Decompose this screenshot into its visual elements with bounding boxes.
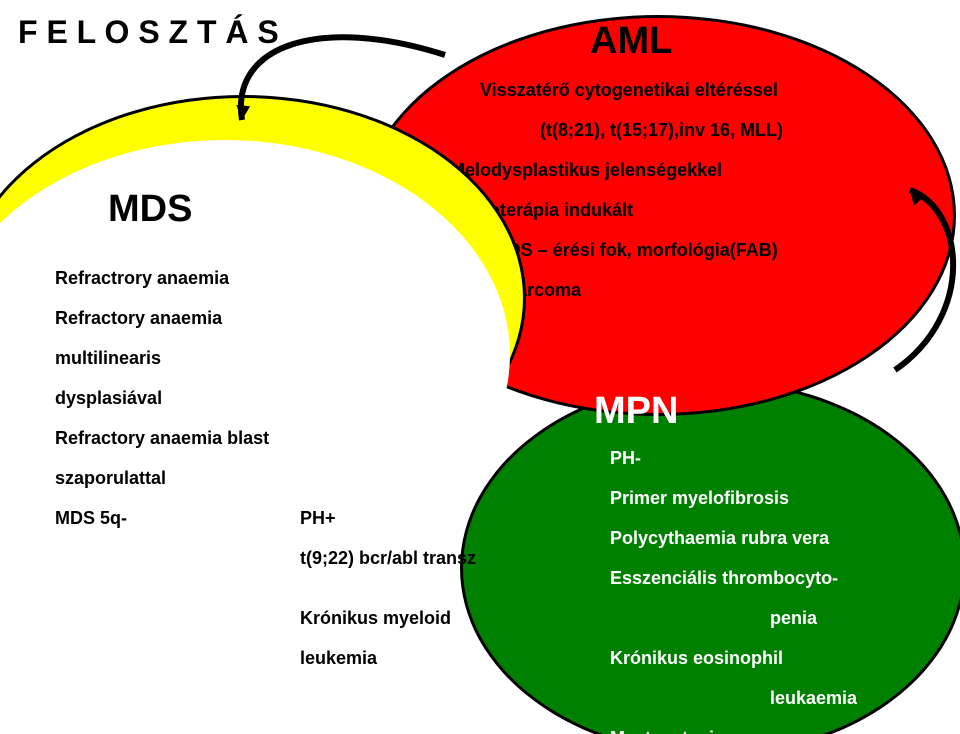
mds-lines-item: MDS 5q-: [55, 508, 127, 529]
ellipse-mpn: [460, 380, 960, 734]
mds-lines-item: multilinearis: [55, 348, 161, 369]
diagram-stage: { "title": { "text": "F E L O S Z T Á S"…: [0, 0, 960, 734]
page-title: F E L O S Z T Á S: [18, 14, 279, 51]
mpn-lines-item: Esszenciális thrombocyto-: [610, 568, 838, 589]
mpn-lines-item: leukaemia: [770, 688, 857, 709]
aml-lines-item: Visszatérő cytogenetikai eltéréssel: [480, 80, 778, 101]
cml-lines-item: Krónikus myeloid: [300, 608, 451, 629]
aml-lines-item: Melodysplastikus jelenségekkel: [450, 160, 722, 181]
mpn-lines-item: PH-: [610, 448, 641, 469]
label-mpn: MPN: [594, 390, 678, 433]
mpn-lines-item: Mastocytosis: [610, 728, 724, 734]
cml-lines-item: t(9;22) bcr/abl transz: [300, 548, 476, 569]
mds-lines-item: szaporulattal: [55, 468, 166, 489]
mds-lines-item: Refractory anaemia blast: [55, 428, 269, 449]
label-mds: MDS: [108, 188, 192, 231]
mpn-lines-item: Polycythaemia rubra vera: [610, 528, 829, 549]
label-aml: AML: [590, 20, 672, 63]
mds-lines-item: Refractrory anaemia: [55, 268, 229, 289]
mds-lines-item: dysplasiával: [55, 388, 162, 409]
mpn-lines-item: Krónikus eosinophil: [610, 648, 783, 669]
cml-lines-item: leukemia: [300, 648, 377, 669]
mpn-lines-item: penia: [770, 608, 817, 629]
mpn-lines-item: Primer myelofibrosis: [610, 488, 789, 509]
cml-lines-item: PH+: [300, 508, 336, 529]
aml-lines-item: (t(8;21), t(15;17),inv 16, MLL): [540, 120, 783, 141]
mds-lines-item: Refractory anaemia: [55, 308, 222, 329]
